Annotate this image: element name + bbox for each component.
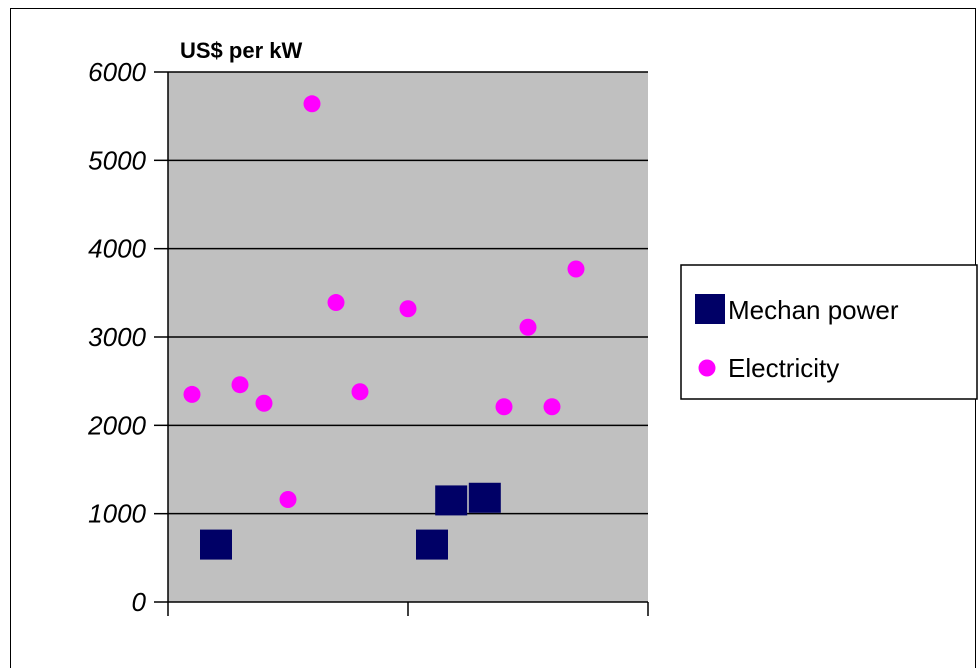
y-tick-label: 0 [132, 587, 147, 617]
electricity-point [327, 294, 345, 312]
chart-title: US$ per kW [180, 38, 302, 63]
electricity-point [303, 95, 321, 113]
axes [167, 72, 649, 616]
electricity-point [231, 376, 249, 394]
legend-label: Mechan power [728, 295, 899, 325]
legend-box [680, 264, 978, 400]
mechan-power-point [468, 482, 501, 513]
y-tick-label: 1000 [88, 499, 146, 529]
electricity-point [519, 318, 537, 336]
mechan-power-point [200, 529, 232, 560]
y-tick-labels: 0 1000 2000 3000 4000 5000 6000 [87, 57, 146, 617]
y-tick-label: 2000 [87, 410, 146, 440]
electricity-point [351, 383, 369, 401]
legend-label: Electricity [728, 353, 839, 383]
y-tick-label: 3000 [88, 322, 146, 352]
y-tick-label: 4000 [88, 234, 146, 264]
electricity-point [495, 398, 513, 416]
y-tick-label: 6000 [88, 57, 146, 87]
gridlines [154, 71, 648, 603]
electricity-point [255, 394, 273, 412]
electricity-point [183, 385, 201, 403]
data-markers [183, 95, 585, 560]
legend-swatch-electricity [698, 359, 716, 377]
electricity-point [567, 260, 585, 278]
electricity-point [279, 491, 297, 509]
mechan-power-point [435, 485, 468, 516]
y-tick-label: 5000 [88, 145, 146, 175]
legend: Mechan power Electricity [680, 264, 978, 400]
electricity-point [399, 300, 417, 318]
legend-swatch-mechan-power [695, 294, 725, 324]
electricity-point [543, 398, 561, 416]
mechan-power-point [416, 529, 448, 560]
